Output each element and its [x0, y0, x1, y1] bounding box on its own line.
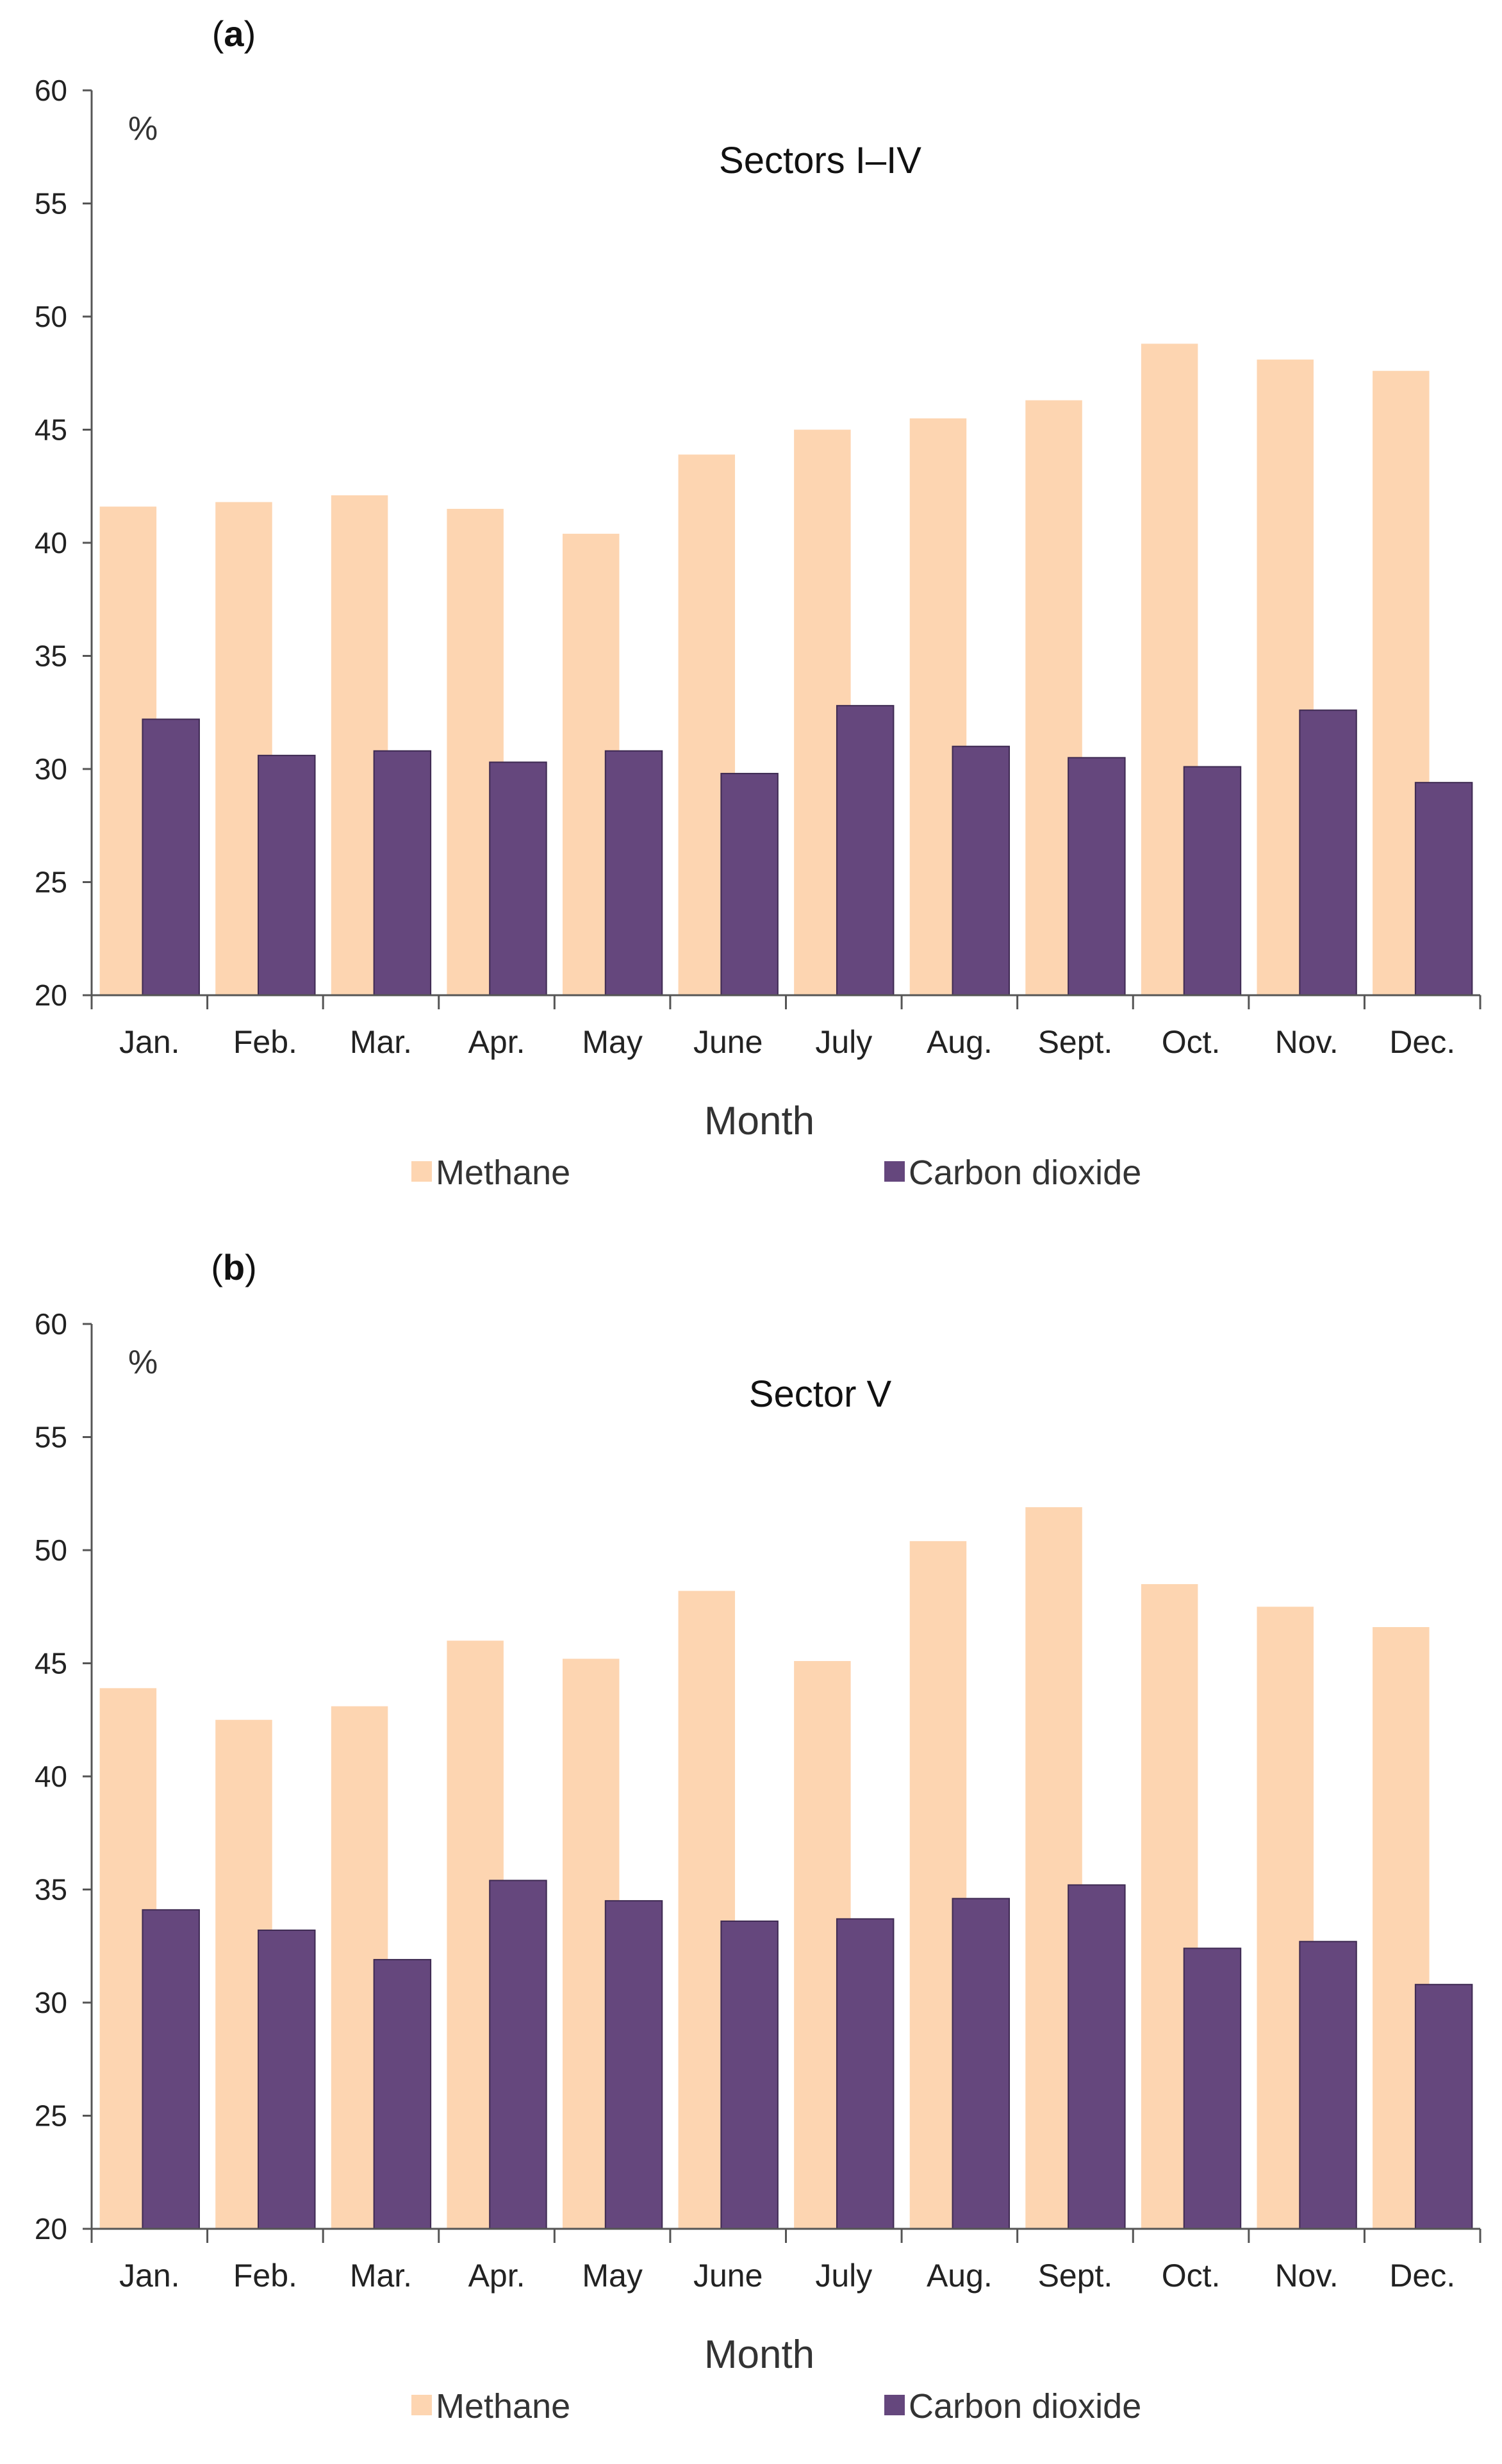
x-tick-label: May	[582, 2258, 642, 2294]
chart-panel-b: (b) Sector V% 20 25 30 35 40 45 50 55 60 Jan. Feb. Ma…	[35, 1247, 1481, 2426]
x-tick-label: Apr.	[468, 2258, 525, 2294]
carbon-dioxide-bar	[1183, 766, 1242, 996]
carbon-dioxide-bar	[258, 754, 316, 996]
carbon-dioxide-bar	[720, 773, 779, 996]
carbon-dioxide-bar	[142, 1909, 200, 2230]
y-tick-label: 20	[35, 979, 67, 1012]
carbon-dioxide-bar	[489, 1880, 547, 2229]
x-tick-label: Aug.	[927, 2258, 993, 2294]
y-tick-label: 20	[35, 2212, 67, 2245]
panel-label: (b)	[211, 1247, 257, 1287]
carbon-dioxide-bar	[952, 1898, 1011, 2229]
y-unit-label: %	[128, 1344, 158, 1381]
x-tick-label: Jan.	[119, 2258, 180, 2294]
carbon-dioxide-bar	[1068, 757, 1126, 996]
y-tick-label: 45	[35, 413, 67, 447]
carbon-dioxide-bar	[1414, 782, 1473, 996]
x-tick-label: Feb.	[233, 2258, 297, 2294]
y-tick-label: 25	[35, 2099, 67, 2133]
y-tick-label: 35	[35, 640, 67, 673]
chart-panel-a: (a) Sectors I–IV% 20 25 30 35 40 45 50 55 60 Jan. Fe…	[35, 13, 1481, 1192]
y-tick-label: 40	[35, 526, 67, 559]
legend-label-methane: Methane	[436, 2387, 570, 2426]
carbon-dioxide-bar	[258, 1930, 316, 2230]
y-tick-label: 60	[35, 1307, 67, 1341]
x-tick-label: Feb.	[233, 1024, 297, 1060]
x-tick-label: June	[693, 1024, 763, 1060]
y-tick-label: 55	[35, 187, 67, 220]
carbon-dioxide-bar	[836, 1918, 895, 2229]
x-axis-title: Month	[704, 2333, 814, 2377]
carbon-dioxide-bar	[720, 1920, 779, 2230]
legend-swatch-methane	[411, 1161, 432, 1182]
x-tick-label: July	[815, 1024, 872, 1060]
legend-label-methane: Methane	[436, 1153, 570, 1192]
legend-label-carbon-dioxide: Carbon dioxide	[909, 1153, 1141, 1192]
x-tick-label: July	[815, 2258, 872, 2294]
carbon-dioxide-bar	[604, 750, 663, 996]
carbon-dioxide-bar	[373, 750, 432, 996]
y-tick-label: 30	[35, 752, 67, 786]
carbon-dioxide-bar	[952, 745, 1011, 996]
x-tick-label: Aug.	[927, 1024, 993, 1060]
panel-letter: a	[224, 13, 244, 54]
x-tick-label: June	[693, 2258, 763, 2294]
x-tick-label: May	[582, 1024, 642, 1060]
x-tick-label: Nov.	[1275, 1024, 1339, 1060]
x-tick-label: Dec.	[1389, 2258, 1455, 2294]
carbon-dioxide-bar	[373, 1958, 432, 2230]
carbon-dioxide-bar	[489, 761, 547, 996]
carbon-dioxide-bar	[1299, 709, 1357, 996]
panel-label: (a)	[212, 13, 256, 54]
x-tick-label: Mar.	[350, 1024, 412, 1060]
x-tick-label: Oct.	[1162, 2258, 1221, 2294]
carbon-dioxide-bar	[1183, 1947, 1242, 2230]
y-tick-label: 45	[35, 1647, 67, 1680]
y-tick-label: 40	[35, 1760, 67, 1793]
carbon-dioxide-bar	[1299, 1940, 1357, 2229]
x-tick-label: Sept.	[1038, 2258, 1113, 2294]
x-tick-label: Jan.	[119, 1024, 180, 1060]
y-tick-label: 35	[35, 1873, 67, 1906]
y-tick-label: 50	[35, 1534, 67, 1567]
x-tick-label: Nov.	[1275, 2258, 1339, 2294]
x-axis-title: Month	[704, 1099, 814, 1143]
x-tick-label: Mar.	[350, 2258, 412, 2294]
y-tick-label: 25	[35, 866, 67, 899]
carbon-dioxide-bar	[1068, 1884, 1126, 2229]
legend-label-carbon-dioxide: Carbon dioxide	[909, 2387, 1141, 2426]
legend-swatch-carbon-dioxide	[884, 2395, 905, 2415]
x-tick-label: Apr.	[468, 1024, 525, 1060]
carbon-dioxide-bar	[836, 705, 895, 996]
x-tick-label: Sept.	[1038, 1024, 1113, 1060]
carbon-dioxide-bar	[142, 718, 200, 996]
chart-title: Sector V	[749, 1373, 892, 1415]
legend-swatch-methane	[411, 2395, 432, 2415]
chart-title: Sectors I–IV	[719, 140, 921, 181]
y-unit-label: %	[128, 110, 158, 147]
x-tick-label: Oct.	[1162, 1024, 1221, 1060]
x-tick-label: Dec.	[1389, 1024, 1455, 1060]
legend-swatch-carbon-dioxide	[884, 1161, 905, 1182]
y-tick-label: 30	[35, 1986, 67, 2019]
carbon-dioxide-bar	[604, 1900, 663, 2230]
carbon-dioxide-bar	[1414, 1983, 1473, 2229]
y-tick-label: 60	[35, 74, 67, 107]
y-tick-label: 55	[35, 1421, 67, 1454]
panel-letter: b	[223, 1247, 245, 1287]
y-tick-label: 50	[35, 300, 67, 333]
